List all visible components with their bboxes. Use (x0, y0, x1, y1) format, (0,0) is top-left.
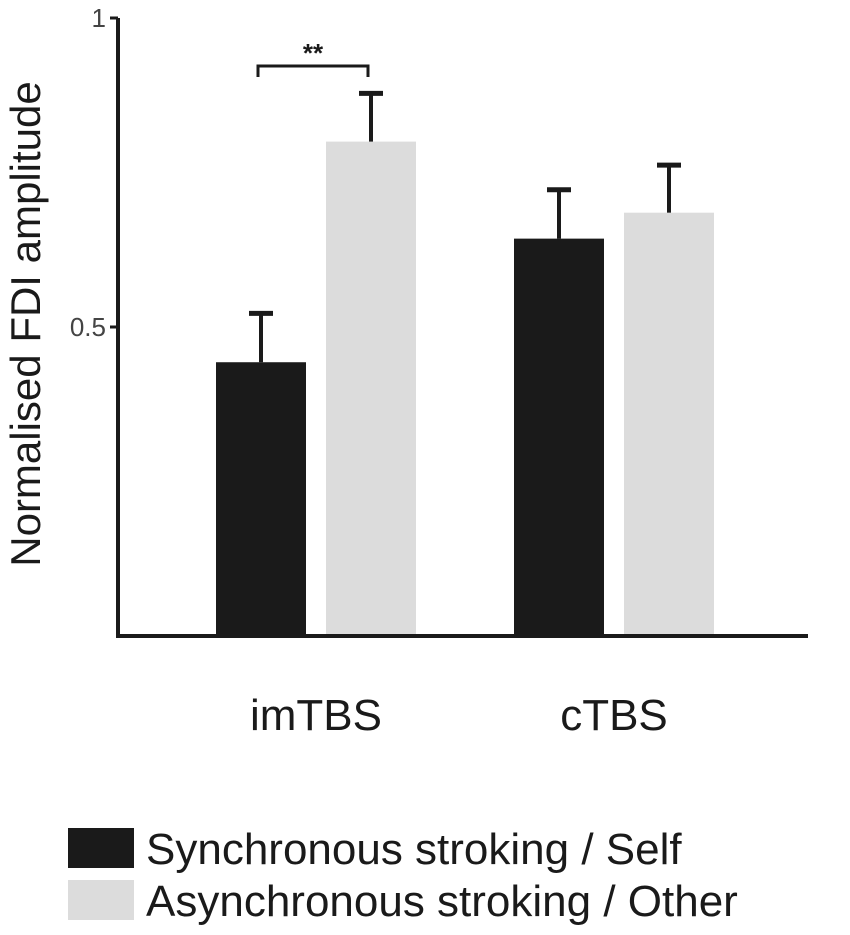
significance-bracket (256, 64, 370, 77)
category-label-cTBS: cTBS (560, 691, 668, 740)
y-axis-label-group: Normalised FDI amplitude (2, 81, 49, 567)
bar-imTBS-series-2 (326, 141, 416, 636)
legend-label-series-1: Synchronous stroking / Self (146, 825, 682, 874)
bar-cTBS-series-1 (514, 238, 604, 636)
legend-label-series-2: Asynchronous stroking / Other (146, 877, 738, 926)
category-label-imTBS: imTBS (250, 691, 382, 740)
legend-swatch-series-1 (68, 828, 134, 868)
y-ticks-group: 0.51 (70, 3, 118, 342)
bar-imTBS-series-1 (216, 362, 306, 636)
error-bars-group (249, 90, 681, 363)
category-labels-group: imTBS cTBS (250, 691, 668, 740)
y-tick-label-1: 1 (92, 3, 106, 33)
bar-cTBS-series-2 (624, 212, 714, 637)
legend-swatch-series-2 (68, 880, 134, 920)
significance-label: ** (303, 38, 324, 68)
y-tick-label-0.5: 0.5 (70, 312, 106, 342)
legend: Synchronous stroking / SelfAsynchronous … (68, 825, 738, 926)
significance-group: ** (256, 38, 370, 77)
y-axis-label: Normalised FDI amplitude (2, 81, 49, 567)
bars-group (216, 141, 714, 637)
